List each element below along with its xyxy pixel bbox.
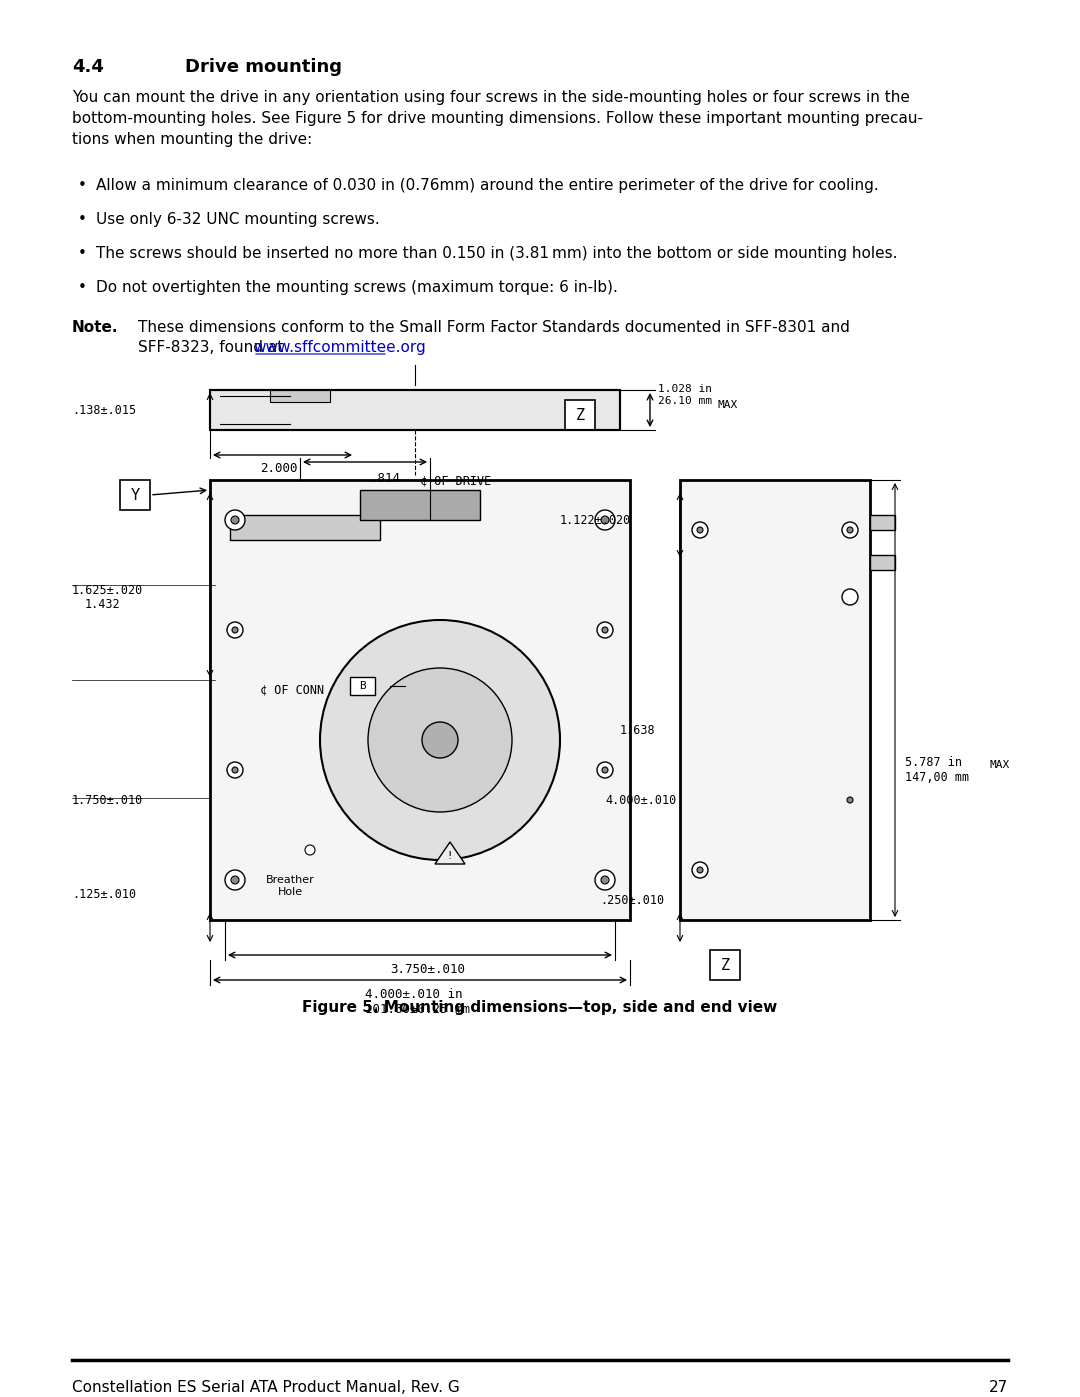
Text: 2.000: 2.000 bbox=[260, 462, 297, 475]
Text: Note.: Note. bbox=[72, 320, 119, 335]
Text: Allow a minimum clearance of 0.030 in (0.76mm) around the entire perimeter of th: Allow a minimum clearance of 0.030 in (0… bbox=[96, 177, 879, 193]
Circle shape bbox=[595, 870, 615, 890]
Text: ¢ OF CONN: ¢ OF CONN bbox=[260, 683, 324, 697]
Circle shape bbox=[227, 622, 243, 638]
Circle shape bbox=[692, 522, 708, 538]
Text: •: • bbox=[78, 177, 86, 193]
Text: The screws should be inserted no more than 0.150 in (3.81 mm) into the bottom or: The screws should be inserted no more th… bbox=[96, 246, 897, 261]
Bar bbox=[210, 390, 620, 430]
Text: Constellation ES Serial ATA Product Manual, Rev. G: Constellation ES Serial ATA Product Manu… bbox=[72, 1380, 460, 1396]
Circle shape bbox=[692, 862, 708, 877]
Text: 27: 27 bbox=[989, 1380, 1008, 1396]
Bar bbox=[565, 400, 595, 430]
Text: •: • bbox=[78, 279, 86, 295]
Circle shape bbox=[600, 515, 609, 524]
Text: You can mount the drive in any orientation using four screws in the side-mountin: You can mount the drive in any orientati… bbox=[72, 89, 923, 147]
Text: Y: Y bbox=[131, 488, 139, 503]
Circle shape bbox=[368, 668, 512, 812]
Text: Z: Z bbox=[720, 957, 730, 972]
Circle shape bbox=[595, 510, 615, 529]
Text: .138±.015: .138±.015 bbox=[72, 404, 136, 416]
Text: ¢ OF DRIVE: ¢ OF DRIVE bbox=[420, 475, 491, 488]
Circle shape bbox=[227, 761, 243, 778]
Bar bbox=[870, 515, 895, 529]
Circle shape bbox=[225, 510, 245, 529]
Bar bbox=[210, 481, 630, 921]
Text: 1.750±.010: 1.750±.010 bbox=[72, 793, 144, 806]
Bar bbox=[870, 555, 895, 570]
Bar bbox=[270, 390, 330, 402]
Text: Figure 5. Mounting dimensions—top, side and end view: Figure 5. Mounting dimensions—top, side … bbox=[302, 1000, 778, 1016]
Text: These dimensions conform to the Small Form Factor Standards documented in SFF-83: These dimensions conform to the Small Fo… bbox=[138, 320, 850, 335]
Circle shape bbox=[600, 876, 609, 884]
Circle shape bbox=[602, 767, 608, 773]
Text: .250±.010: .250±.010 bbox=[600, 894, 664, 907]
Circle shape bbox=[597, 622, 613, 638]
Circle shape bbox=[231, 876, 239, 884]
Text: 1.028 in
26.10 mm: 1.028 in 26.10 mm bbox=[658, 384, 712, 405]
Circle shape bbox=[231, 515, 239, 524]
Text: Drive mounting: Drive mounting bbox=[185, 59, 342, 75]
Text: 5.787 in
147,00 mm: 5.787 in 147,00 mm bbox=[905, 756, 969, 784]
Circle shape bbox=[597, 761, 613, 778]
Circle shape bbox=[305, 845, 315, 855]
Circle shape bbox=[697, 868, 703, 873]
Text: SFF-8323, found at: SFF-8323, found at bbox=[138, 339, 288, 355]
Text: 3.750±.010: 3.750±.010 bbox=[390, 963, 465, 977]
Text: 1.432: 1.432 bbox=[85, 598, 121, 612]
Bar bbox=[710, 950, 740, 981]
Circle shape bbox=[232, 767, 238, 773]
Text: MAX: MAX bbox=[990, 760, 1010, 770]
Bar bbox=[350, 678, 375, 694]
Text: www.sffcommittee.org: www.sffcommittee.org bbox=[253, 339, 426, 355]
Text: Z: Z bbox=[576, 408, 584, 422]
Bar bbox=[120, 481, 150, 510]
Bar bbox=[680, 481, 870, 921]
Bar bbox=[230, 515, 380, 541]
Circle shape bbox=[602, 627, 608, 633]
Circle shape bbox=[422, 722, 458, 759]
Text: •: • bbox=[78, 212, 86, 226]
Circle shape bbox=[320, 620, 561, 861]
Text: 4.4: 4.4 bbox=[72, 59, 104, 75]
Polygon shape bbox=[435, 842, 465, 863]
Text: •: • bbox=[78, 246, 86, 261]
Text: !: ! bbox=[448, 851, 453, 861]
Text: MAX: MAX bbox=[718, 400, 739, 409]
Text: 4.000±.010: 4.000±.010 bbox=[605, 793, 676, 806]
Text: 1.638: 1.638 bbox=[620, 724, 656, 736]
Circle shape bbox=[842, 522, 858, 538]
Circle shape bbox=[225, 870, 245, 890]
Circle shape bbox=[232, 627, 238, 633]
Circle shape bbox=[847, 527, 853, 534]
Circle shape bbox=[842, 590, 858, 605]
Circle shape bbox=[847, 798, 853, 803]
Text: .814: .814 bbox=[370, 472, 400, 485]
Text: B: B bbox=[359, 680, 365, 692]
Bar bbox=[360, 490, 480, 520]
Text: Do not overtighten the mounting screws (maximum torque: 6 in-lb).: Do not overtighten the mounting screws (… bbox=[96, 279, 618, 295]
Circle shape bbox=[697, 527, 703, 534]
Text: 4.000±.010 in
101.60±0.25 mm: 4.000±.010 in 101.60±0.25 mm bbox=[365, 988, 470, 1016]
Text: Breather
Hole: Breather Hole bbox=[266, 875, 314, 897]
Text: .125±.010: .125±.010 bbox=[72, 888, 136, 901]
Text: Use only 6-32 UNC mounting screws.: Use only 6-32 UNC mounting screws. bbox=[96, 212, 380, 226]
Text: 1.122±.020: 1.122±.020 bbox=[561, 514, 631, 527]
Text: 1.625±.020: 1.625±.020 bbox=[72, 584, 144, 597]
